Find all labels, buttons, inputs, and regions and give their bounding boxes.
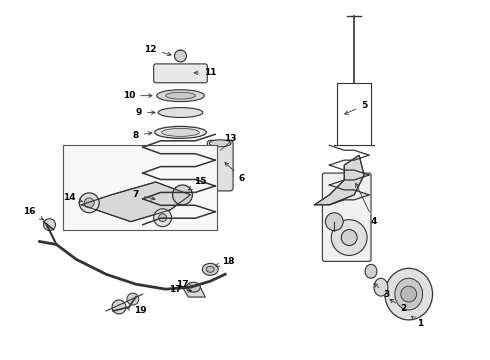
Ellipse shape — [365, 264, 377, 278]
Text: 8: 8 — [133, 131, 152, 140]
Circle shape — [331, 220, 367, 255]
Ellipse shape — [395, 278, 422, 310]
Text: 12: 12 — [145, 45, 171, 56]
Ellipse shape — [385, 268, 433, 320]
Ellipse shape — [155, 126, 206, 138]
Circle shape — [79, 193, 99, 213]
Bar — [63, 145, 217, 230]
Text: 5: 5 — [344, 101, 368, 114]
Circle shape — [44, 219, 55, 231]
Text: 19: 19 — [126, 306, 147, 315]
Text: 17: 17 — [169, 285, 192, 294]
Text: 14: 14 — [63, 193, 82, 202]
Text: 16: 16 — [24, 207, 43, 220]
Circle shape — [174, 50, 187, 62]
Ellipse shape — [374, 278, 388, 296]
Text: 2: 2 — [390, 299, 407, 314]
Circle shape — [401, 286, 416, 302]
Ellipse shape — [206, 266, 214, 272]
Ellipse shape — [158, 108, 203, 117]
Circle shape — [154, 209, 172, 227]
Text: 9: 9 — [136, 108, 155, 117]
Circle shape — [159, 214, 167, 222]
Circle shape — [325, 213, 343, 231]
Text: 1: 1 — [412, 316, 424, 328]
FancyBboxPatch shape — [322, 173, 371, 261]
Text: 15: 15 — [189, 177, 207, 190]
Polygon shape — [81, 182, 191, 222]
Text: 18: 18 — [216, 257, 234, 266]
Circle shape — [127, 293, 139, 305]
FancyBboxPatch shape — [154, 64, 207, 83]
Circle shape — [172, 185, 193, 205]
Text: 13: 13 — [224, 134, 236, 143]
Text: 3: 3 — [374, 284, 390, 298]
Ellipse shape — [187, 282, 200, 292]
Text: 6: 6 — [225, 163, 245, 183]
Text: 4: 4 — [356, 183, 377, 226]
Circle shape — [341, 230, 357, 246]
FancyBboxPatch shape — [207, 140, 233, 191]
Circle shape — [84, 198, 94, 208]
Polygon shape — [182, 287, 205, 297]
Text: 10: 10 — [122, 91, 152, 100]
Polygon shape — [315, 155, 364, 205]
Ellipse shape — [209, 140, 231, 147]
Circle shape — [112, 300, 126, 314]
Text: 7: 7 — [133, 190, 155, 200]
Ellipse shape — [162, 129, 199, 136]
Text: 11: 11 — [194, 68, 217, 77]
Ellipse shape — [157, 90, 204, 102]
Text: 17: 17 — [176, 280, 193, 289]
Ellipse shape — [202, 264, 218, 275]
Ellipse shape — [166, 92, 196, 99]
